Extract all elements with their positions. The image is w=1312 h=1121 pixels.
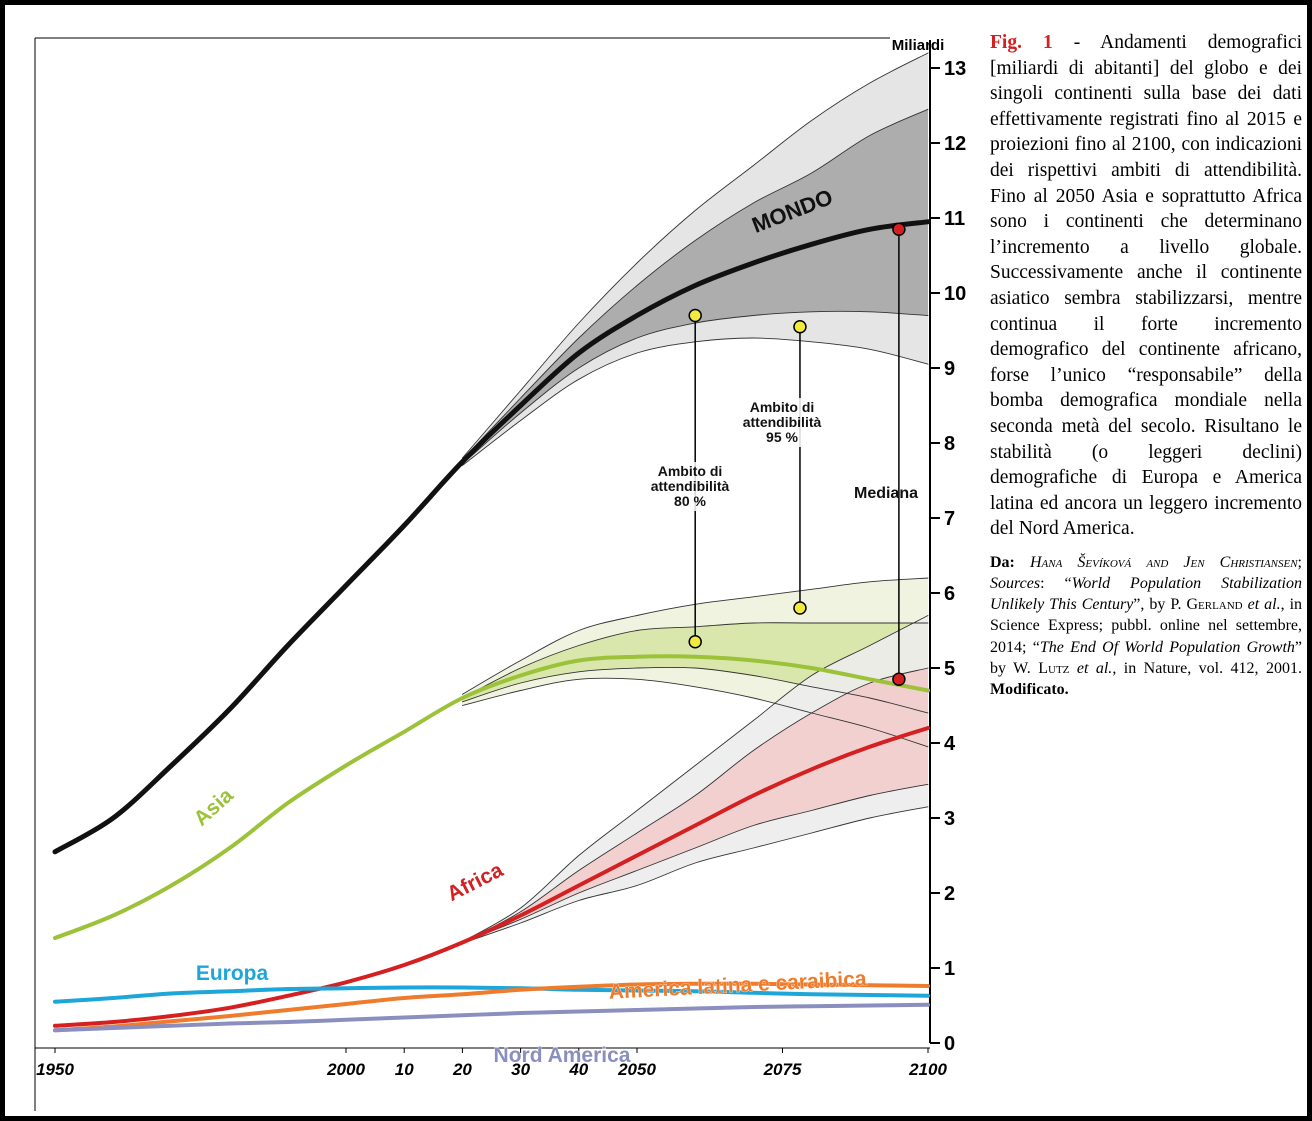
source-segment: Modificato. [990,681,1069,699]
y-tick-label: 12 [944,133,966,155]
y-tick-label: 0 [944,1033,955,1055]
band-edge [461,52,929,459]
band-edge [461,615,929,943]
source-segment: ”, by P. [1133,596,1187,614]
y-tick-label: 4 [944,733,956,755]
y-axis-label: Miliardi [892,37,945,54]
series-line [53,985,930,1004]
x-tick-label: 2050 [617,1060,656,1079]
annotation-label: attendibilità [651,478,730,494]
x-tick-label: 2100 [908,1060,947,1079]
source-segment: Gerland [1186,596,1243,614]
band-edge [461,310,929,465]
source-segment: : “ [1040,575,1072,593]
y-tick-label: 1 [944,958,955,980]
y-tick-label: 3 [944,808,955,830]
source-segment: Da: [990,553,1030,571]
annotation-label: 80 % [674,493,706,509]
y-tick-label: 10 [944,283,966,305]
y-tick-label: 8 [944,433,955,455]
series-label: Nord America [494,1044,631,1067]
annotation-label: 95 % [766,429,798,445]
caption: Fig. 1 - Andamenti demografici [miliardi… [990,30,1302,700]
y-tick-label: 11 [944,208,965,230]
source-segment: Sources [990,575,1041,593]
caption-source: Da: Hana Ševíková and Jen Christiansen; … [990,552,1302,700]
x-tick-label: 1950 [36,1060,74,1079]
y-tick-label: 5 [944,658,955,680]
x-tick-label: 40 [568,1060,588,1079]
x-tick-label: 2075 [763,1060,802,1079]
x-tick-label: 30 [511,1060,530,1079]
y-tick-label: 13 [944,58,966,80]
annotation-label: Ambito di [750,399,815,415]
annotation-label-bg [737,398,827,447]
band-edge [461,783,929,943]
y-tick-label: 7 [944,508,955,530]
y-tick-label: 6 [944,583,955,605]
source-segment: , in Science Express; pubbl. online nel … [990,596,1303,656]
source-segment: Lutz [1038,659,1070,677]
x-tick-label: 10 [395,1060,414,1079]
y-tick-label: 9 [944,358,955,380]
source-segment: World Population Stabilization Unlikely … [990,575,1302,614]
source-segment: ; [1297,553,1302,571]
series-label: Africa [443,858,507,906]
y-tick-label: 2 [944,883,955,905]
series-line [53,726,930,1028]
figure-number: Fig. 1 [990,32,1053,53]
annotation-dot [892,672,906,686]
x-tick-label: 2000 [326,1060,365,1079]
caption-text: Fig. 1 - Andamenti demografici [miliardi… [990,30,1302,542]
series-label: Asia [189,784,238,831]
annotation-dot [892,222,906,236]
series-label: Europa [196,962,269,985]
annotation-dot [793,320,807,334]
source-segment: et al. [1247,596,1281,614]
band-edge [461,108,929,460]
annotation-label: Mediana [854,485,918,502]
caption-body: - Andamenti demografici [miliardi di abi… [990,32,1302,540]
band-edge [461,667,929,943]
band [462,615,928,944]
annotation-label: Ambito di [658,463,723,479]
x-tick-label: 20 [452,1060,472,1079]
band-edge [461,666,929,714]
source-segment: The End Of World Population Growth [1039,638,1295,656]
source-segment [1069,660,1076,677]
band-edge [461,806,929,944]
band [462,668,928,943]
series-label: America latina e caraibica [608,967,867,1003]
annotation-label-bg [645,462,735,511]
source-segment: Hana Ševíková and Jen Christiansen [1029,553,1298,571]
series-line [52,219,931,855]
band-edge [461,677,929,748]
series-line [53,1002,930,1033]
band-edge [461,337,929,466]
source-segment: et al. [1076,659,1113,677]
series-line [53,654,930,940]
annotation-dot [793,601,807,615]
source-segment: , in Nature, vol. 412, 2001. [1112,659,1302,677]
source-segment: ” by W. [990,638,1303,677]
annotation-dot [688,635,702,649]
annotation-dot [688,308,702,323]
series-line [53,981,930,1033]
annotation-label: attendibilità [743,414,822,430]
